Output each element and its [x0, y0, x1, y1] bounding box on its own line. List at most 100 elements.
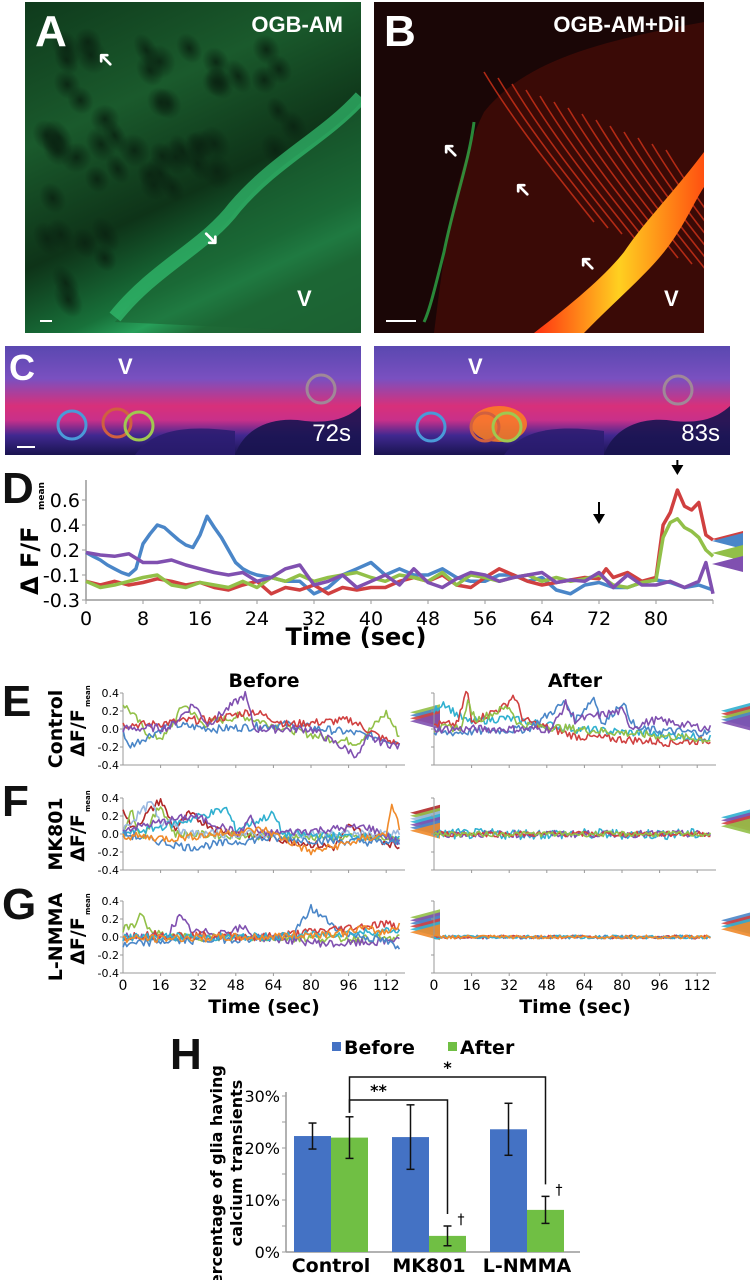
x-tick-label: 48 [227, 978, 245, 994]
y-tick-label: 0.2 [50, 540, 80, 562]
y-tick-label: -0.2 [98, 846, 119, 859]
x-tick-label: 8 [137, 608, 149, 630]
y-tick-label: 0.6 [50, 490, 80, 512]
cell-shadow [118, 133, 151, 168]
panel-c-frame-72s: C V 72s [5, 346, 361, 455]
x-tick-label: L-NMMA [483, 1255, 572, 1277]
legend-triangle-purple [721, 714, 750, 731]
y-tick-label: 0.0 [102, 828, 120, 841]
y-tick-label: -0.2 [98, 949, 119, 962]
scale-bar [17, 446, 35, 448]
y-tick-label: -0.4 [98, 864, 119, 877]
y-axis-label-subscript: mean [84, 685, 92, 707]
legend-triangle-orange [721, 921, 750, 937]
y-tick-label: -0.2 [98, 741, 119, 754]
stain-label-b: OGB-AM+DiI [553, 12, 686, 37]
y-axis-label: ΔF/F [67, 709, 89, 757]
x-tick-label: 48 [416, 608, 440, 630]
cell-shadow [176, 33, 203, 64]
y-tick-label: 0.4 [50, 515, 80, 537]
roi-circle-blue [56, 409, 88, 441]
y-tick-label: 0.2 [102, 913, 120, 926]
scale-bar [386, 320, 416, 322]
legend-triangle-purple [712, 556, 743, 572]
y-tick-label: 0.0 [102, 931, 120, 944]
roi-circle-green [123, 410, 155, 442]
x-tick-label: 16 [188, 608, 212, 630]
series-line-blue [122, 829, 401, 852]
y-axis-label-subscript: mean [84, 790, 92, 812]
series-line-green [433, 699, 711, 743]
x-tick-label: 0 [430, 978, 439, 994]
pseudocolor-texture [56, 373, 361, 455]
panel-label-g: G [2, 880, 37, 929]
roi-circle-green [491, 411, 523, 443]
x-tick-label: MK801 [392, 1255, 465, 1277]
x-tick-label: 48 [538, 978, 556, 994]
y-tick-label: 0.4 [102, 792, 120, 805]
y-tick-label: -0.4 [98, 967, 119, 980]
x-tick-label: 96 [651, 978, 669, 994]
x-tick-label: 32 [302, 608, 326, 630]
roi-circle-blue [415, 411, 447, 443]
panel-label-e: E [2, 677, 32, 726]
panel-label-d: D [2, 464, 34, 513]
series-line-green [433, 830, 712, 838]
series-line-red [122, 709, 400, 746]
y-tick-label: 0.2 [102, 705, 120, 718]
legend-triangle-green [712, 545, 743, 561]
fiber-line [525, 89, 637, 241]
y-tick-label: -0.3 [43, 590, 80, 612]
y-tick-label: 10% [244, 1191, 280, 1210]
cell-shadow [159, 139, 192, 176]
chart-h: Before After 0% 10% 20% 30% Percentage of glia… [207, 1037, 580, 1280]
x-tick-label: 112 [684, 978, 711, 994]
roi-circle-red [101, 407, 133, 439]
x-tick-label: 80 [644, 608, 668, 630]
x-axis-label: Time (sec) [519, 996, 631, 1018]
row-label-G: L-NMMA [45, 893, 67, 982]
y-tick-label: 30% [244, 1087, 280, 1106]
series-line-purple [122, 690, 401, 759]
y-tick-label: 0.2 [102, 810, 120, 823]
arrow-down-icon [671, 465, 684, 475]
frame-time-1: 72s [312, 420, 351, 447]
legend-label-before: Before [344, 1037, 415, 1059]
y-tick-label: -0.1 [43, 565, 80, 587]
significance-label: * [443, 1058, 452, 1077]
x-tick-label: 96 [340, 978, 358, 994]
legend-triangle-orange [410, 924, 440, 941]
frame-time-2: 83s [681, 420, 720, 447]
y-tick-label: 0.0 [102, 723, 120, 736]
cell-shadow [266, 96, 290, 125]
cell-shadow [71, 227, 99, 259]
x-tick-label: 80 [302, 978, 320, 994]
panel-a-image: A OGB-AM V ➜ ➜ [25, 2, 361, 333]
x-tick-label: Control [292, 1255, 371, 1277]
x-tick-label: 16 [152, 978, 170, 994]
legend-triangle-green [721, 818, 750, 834]
x-tick-label: 32 [189, 978, 207, 994]
cell-shadow [252, 34, 281, 65]
fiber-line [665, 149, 704, 209]
significance-label: ** [370, 1081, 387, 1100]
roi-circle-red [469, 411, 501, 443]
chart-d: 0.6 0.4 0.2 -0.1 -0.30 8 16 24 32 40 48 56 64 72 80 Δ F… [16, 460, 743, 630]
fiber-line [595, 119, 704, 269]
legend-triangle-orange [410, 822, 440, 839]
x-tick-label: 32 [500, 978, 518, 994]
arrow-down-icon [593, 514, 605, 524]
cell-shadow [39, 182, 67, 214]
cell-shadow [136, 160, 163, 189]
cell-shadow [40, 126, 68, 160]
chart-title: Before [229, 670, 300, 692]
fiber-line [651, 143, 704, 222]
y-axis-label: Δ F/F [16, 527, 44, 595]
x-tick-label: 16 [463, 978, 481, 994]
dagger-mark: † [458, 1212, 465, 1228]
pseudocolor-texture [415, 374, 730, 455]
roi-circle-gray [662, 374, 694, 406]
cell-shadow [185, 129, 216, 160]
y-axis-label-subscript: mean [37, 482, 47, 510]
